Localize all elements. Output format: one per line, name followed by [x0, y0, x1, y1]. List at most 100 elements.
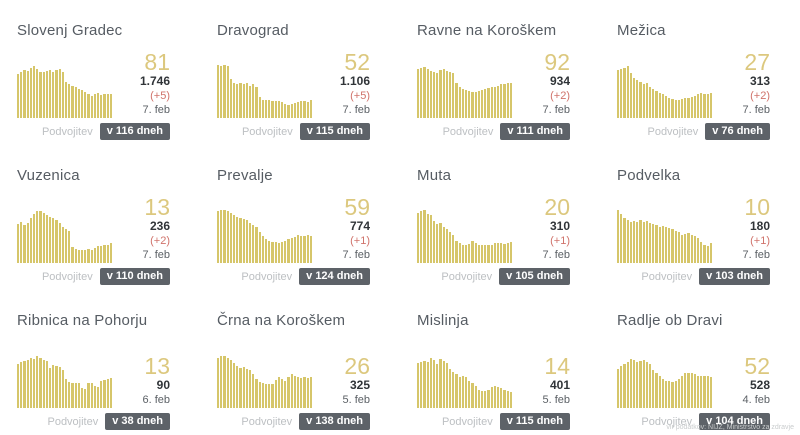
bar	[687, 372, 690, 408]
new-cases-delta: (+2)	[150, 235, 170, 247]
municipality-name: Ribnica na Pohorju	[17, 312, 148, 329]
total-cases-value: 401	[549, 378, 570, 392]
bar	[490, 244, 493, 263]
active-cases-value: 81	[144, 49, 170, 75]
bar	[703, 375, 706, 408]
bar	[239, 367, 242, 408]
card-main: 59 774 (+1) 7. feb	[217, 195, 370, 263]
bar	[681, 98, 684, 118]
bar	[293, 375, 297, 408]
bar	[626, 220, 629, 263]
total-cases-value: 313	[749, 74, 770, 88]
bar	[617, 70, 620, 118]
bar	[87, 383, 90, 408]
bar	[442, 68, 445, 118]
bar	[33, 358, 36, 408]
bar	[509, 392, 513, 408]
bar	[293, 237, 297, 263]
bar	[642, 221, 645, 263]
daily-cases-bar-chart[interactable]	[217, 352, 313, 408]
bar	[23, 224, 26, 263]
bar	[236, 217, 239, 263]
bar	[658, 92, 661, 118]
bar	[629, 221, 633, 263]
as-of-date: 7. feb	[742, 104, 770, 116]
doubling-row: Podvojitev v 105 dneh	[417, 268, 570, 285]
doubling-label: Podvojitev	[41, 125, 93, 138]
bar	[617, 209, 620, 263]
active-cases-value: 52	[744, 353, 770, 379]
bar	[36, 356, 39, 408]
card-main: 26 325 5. feb	[217, 352, 370, 408]
bar	[220, 65, 223, 118]
doubling-label: Podvojitev	[241, 270, 293, 283]
bar	[23, 360, 26, 408]
bar	[484, 391, 487, 408]
bar	[23, 69, 26, 118]
bar	[97, 93, 100, 118]
bar	[677, 232, 681, 263]
bar	[500, 84, 503, 118]
daily-cases-bar-chart[interactable]	[217, 62, 313, 118]
bar	[500, 243, 503, 263]
bar	[449, 72, 452, 118]
total-cases-value: 90	[156, 378, 170, 392]
daily-cases-bar-chart[interactable]	[617, 352, 713, 408]
bar	[497, 242, 500, 263]
bar	[493, 385, 497, 408]
bar	[649, 87, 652, 118]
bar	[626, 66, 629, 118]
bar	[300, 377, 303, 408]
bar	[26, 70, 29, 118]
bar	[700, 93, 703, 118]
daily-cases-bar-chart[interactable]	[617, 62, 713, 118]
bar	[461, 244, 465, 263]
daily-cases-bar-chart[interactable]	[17, 207, 113, 263]
bar	[433, 221, 436, 263]
bar	[261, 383, 265, 408]
municipality-name: Mežica	[617, 22, 666, 39]
bar	[58, 222, 61, 263]
bar	[706, 246, 709, 263]
bar	[693, 374, 697, 408]
daily-cases-bar-chart[interactable]	[217, 207, 313, 263]
bar	[268, 100, 271, 118]
doubling-badge: v 110 dneh	[99, 268, 170, 285]
bar	[36, 211, 39, 263]
bar	[61, 369, 65, 408]
active-cases-value: 10	[744, 194, 770, 220]
bar	[674, 230, 677, 263]
bar	[681, 235, 684, 263]
daily-cases-bar-chart[interactable]	[417, 207, 513, 263]
municipality-card-mezica: Mežica 27 313 (+2) 7. feb Podvojitev v 7…	[600, 0, 800, 145]
municipality-name: Vuzenica	[17, 167, 80, 184]
bar	[665, 95, 668, 118]
bar	[274, 380, 277, 408]
bar	[420, 211, 423, 263]
municipality-name: Muta	[417, 167, 452, 184]
daily-cases-bar-chart[interactable]	[617, 207, 713, 263]
bar	[439, 69, 442, 118]
bar	[429, 70, 433, 118]
bar	[642, 84, 645, 118]
daily-cases-bar-chart[interactable]	[417, 352, 513, 408]
daily-cases-bar-chart[interactable]	[17, 352, 113, 408]
bar	[258, 232, 261, 263]
daily-cases-bar-chart[interactable]	[17, 62, 113, 118]
doubling-badge: v 38 dneh	[105, 413, 170, 430]
bar	[226, 210, 229, 263]
bar	[439, 222, 442, 263]
active-cases-value: 52	[344, 49, 370, 75]
bar	[33, 213, 36, 263]
bar	[42, 359, 45, 408]
bar	[236, 84, 239, 118]
bar	[436, 73, 439, 118]
active-cases-value: 13	[144, 194, 170, 220]
card-main: 81 1.746 (+5) 7. feb	[17, 50, 170, 118]
bar	[452, 235, 455, 263]
bar	[461, 375, 465, 408]
bar	[461, 88, 465, 118]
daily-cases-bar-chart[interactable]	[417, 62, 513, 118]
bar	[639, 360, 642, 408]
bar	[633, 77, 636, 118]
